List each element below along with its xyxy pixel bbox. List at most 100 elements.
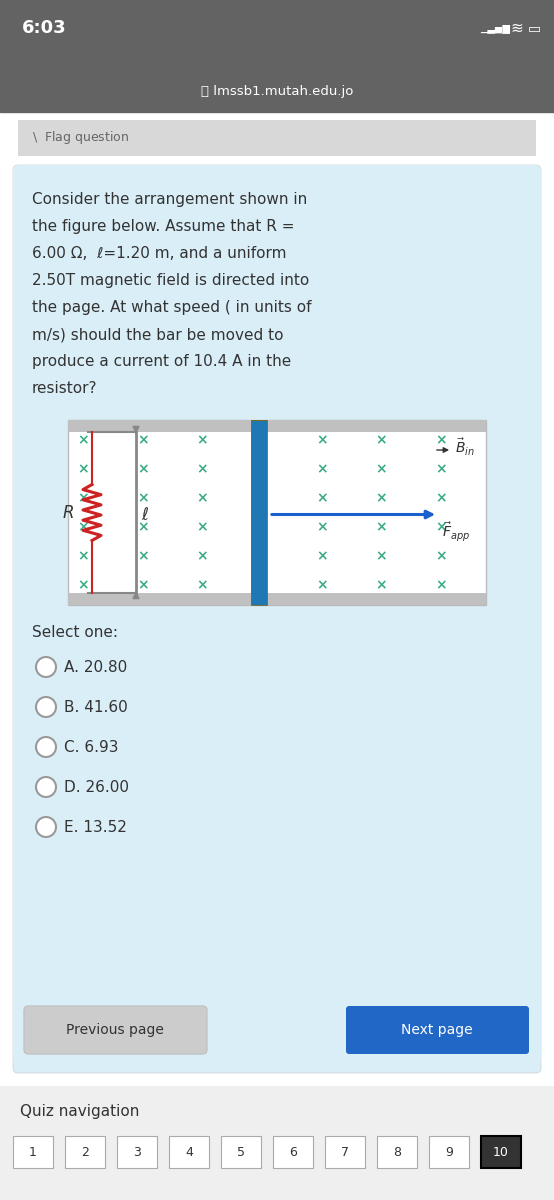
- Text: 6:03: 6:03: [22, 19, 66, 37]
- Text: ×: ×: [77, 578, 89, 592]
- Text: ×: ×: [435, 491, 447, 505]
- Text: ×: ×: [316, 520, 327, 534]
- Text: ×: ×: [137, 578, 148, 592]
- FancyBboxPatch shape: [24, 1006, 207, 1054]
- Text: ×: ×: [316, 462, 327, 476]
- Circle shape: [36, 658, 56, 677]
- Text: ×: ×: [316, 491, 327, 505]
- Text: m/s) should the bar be moved to: m/s) should the bar be moved to: [32, 326, 284, 342]
- Bar: [251, 420, 252, 605]
- Text: ▁▃▅▇: ▁▃▅▇: [480, 23, 510, 32]
- Text: ×: ×: [316, 550, 327, 563]
- Circle shape: [36, 778, 56, 797]
- Bar: [0, 0, 554, 70]
- Text: ×: ×: [137, 550, 148, 563]
- Bar: [251, 420, 267, 605]
- Text: 3: 3: [133, 1146, 141, 1158]
- Text: ×: ×: [256, 550, 268, 563]
- Text: ×: ×: [77, 462, 89, 476]
- Bar: [65, 1136, 105, 1168]
- Text: 9: 9: [445, 1146, 453, 1158]
- Bar: [0, 70, 554, 112]
- Text: 2: 2: [81, 1146, 89, 1158]
- Bar: [68, 420, 486, 432]
- Text: 7: 7: [341, 1146, 349, 1158]
- Text: ×: ×: [316, 578, 327, 592]
- Text: 6.00 Ω,  ℓ=1.20 m, and a uniform: 6.00 Ω, ℓ=1.20 m, and a uniform: [32, 246, 286, 260]
- Text: Consider the arrangement shown in: Consider the arrangement shown in: [32, 192, 307, 206]
- Text: resistor?: resistor?: [32, 382, 98, 396]
- Text: ×: ×: [77, 550, 89, 563]
- Bar: [117, 1136, 157, 1168]
- Bar: [256, 420, 257, 605]
- Text: 2.50T magnetic field is directed into: 2.50T magnetic field is directed into: [32, 272, 309, 288]
- Text: Select one:: Select one:: [32, 625, 118, 640]
- Text: produce a current of 10.4 A in the: produce a current of 10.4 A in the: [32, 354, 291, 370]
- Text: ×: ×: [137, 491, 148, 505]
- Text: ×: ×: [435, 462, 447, 476]
- Bar: [325, 1136, 365, 1168]
- Text: ×: ×: [256, 491, 268, 505]
- Text: C. 6.93: C. 6.93: [64, 739, 119, 755]
- Text: ×: ×: [256, 462, 268, 476]
- Text: 8: 8: [393, 1146, 401, 1158]
- Bar: [68, 420, 486, 605]
- Text: ×: ×: [197, 433, 208, 446]
- Text: E. 13.52: E. 13.52: [64, 820, 127, 834]
- Text: 10: 10: [493, 1146, 509, 1158]
- FancyBboxPatch shape: [13, 164, 541, 1066]
- Text: B. 41.60: B. 41.60: [64, 700, 128, 714]
- Text: R: R: [62, 504, 74, 522]
- Text: 5: 5: [237, 1146, 245, 1158]
- Text: ×: ×: [435, 578, 447, 592]
- Bar: [18, 120, 536, 156]
- Bar: [259, 420, 260, 605]
- Bar: [262, 420, 263, 605]
- Text: ×: ×: [197, 578, 208, 592]
- Bar: [255, 420, 256, 605]
- Bar: [169, 1136, 209, 1168]
- Bar: [258, 420, 259, 605]
- Text: ×: ×: [435, 433, 447, 446]
- Text: ×: ×: [435, 520, 447, 534]
- Bar: [0, 1086, 554, 1200]
- Text: ×: ×: [137, 520, 148, 534]
- Bar: [429, 1136, 469, 1168]
- Bar: [253, 420, 254, 605]
- Text: ▭: ▭: [528, 20, 541, 35]
- Text: 4: 4: [185, 1146, 193, 1158]
- Bar: [254, 420, 255, 605]
- Text: ×: ×: [137, 462, 148, 476]
- Text: ×: ×: [376, 433, 387, 446]
- Text: ×: ×: [197, 491, 208, 505]
- Text: Next page: Next page: [401, 1022, 473, 1037]
- Text: ℓ: ℓ: [141, 505, 148, 523]
- Bar: [252, 420, 253, 605]
- FancyBboxPatch shape: [13, 164, 541, 1073]
- Bar: [221, 1136, 261, 1168]
- Bar: [265, 420, 266, 605]
- Text: ×: ×: [376, 550, 387, 563]
- Text: 1: 1: [29, 1146, 37, 1158]
- Bar: [266, 420, 267, 605]
- Bar: [260, 420, 261, 605]
- Circle shape: [36, 737, 56, 757]
- Bar: [257, 420, 258, 605]
- Text: $\vec{B}_{in}$: $\vec{B}_{in}$: [455, 437, 475, 457]
- Text: A. 20.80: A. 20.80: [64, 660, 127, 674]
- FancyBboxPatch shape: [346, 1006, 529, 1054]
- Bar: [68, 593, 486, 605]
- Bar: [261, 420, 262, 605]
- Text: 6: 6: [289, 1146, 297, 1158]
- Text: Previous page: Previous page: [66, 1022, 164, 1037]
- Text: ×: ×: [256, 433, 268, 446]
- Text: ×: ×: [376, 578, 387, 592]
- Text: ×: ×: [197, 520, 208, 534]
- Text: Quiz navigation: Quiz navigation: [20, 1104, 140, 1118]
- Text: ×: ×: [376, 520, 387, 534]
- Text: ×: ×: [77, 491, 89, 505]
- Text: ×: ×: [137, 433, 148, 446]
- Text: ×: ×: [197, 462, 208, 476]
- Text: the figure below. Assume that R =: the figure below. Assume that R =: [32, 218, 295, 234]
- Text: ×: ×: [376, 491, 387, 505]
